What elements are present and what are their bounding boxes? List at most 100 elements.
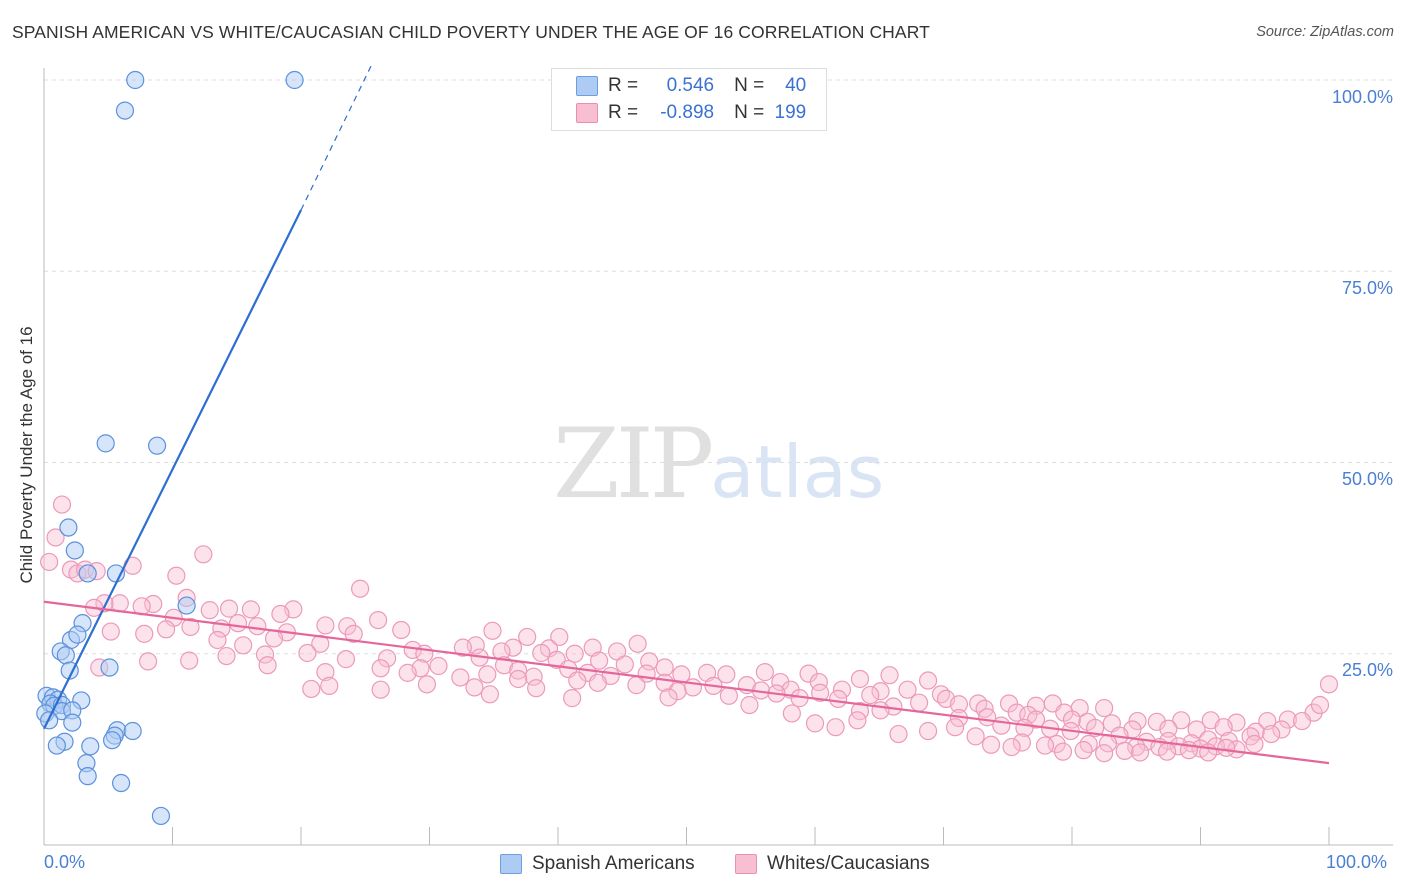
point-white-caucasian <box>1278 710 1297 729</box>
legend-swatch-blue <box>576 76 598 96</box>
point-white-caucasian <box>563 689 582 708</box>
point-white-caucasian <box>999 694 1019 713</box>
point-white-caucasian <box>351 579 370 598</box>
y-tick-label-75: 75.0% <box>1341 278 1393 298</box>
source-credit: Source: ZipAtlas.com <box>1256 24 1394 40</box>
point-white-caucasian <box>966 727 985 746</box>
point-white-caucasian <box>194 545 213 564</box>
point-white-caucasian <box>255 645 275 664</box>
point-white-caucasian <box>1217 738 1236 757</box>
legend-r-value: 0.546 <box>666 75 715 96</box>
point-white-caucasian <box>550 627 569 647</box>
point-white-caucasian <box>981 735 1001 754</box>
point-white-caucasian <box>101 622 120 641</box>
legend-row-spanish: R = 0.546 N = 40 <box>576 74 806 98</box>
bottom-legend-label-white: Whites/Caucasians <box>767 853 930 874</box>
point-white-caucasian <box>805 714 825 733</box>
point-spanish-american <box>111 773 131 793</box>
point-white-caucasian <box>369 610 388 630</box>
point-white-caucasian <box>429 656 448 676</box>
point-white-caucasian <box>992 716 1011 735</box>
point-spanish-american <box>285 70 304 90</box>
point-white-caucasian <box>46 528 65 547</box>
point-white-caucasian <box>524 667 543 686</box>
point-white-caucasian <box>144 594 163 614</box>
point-white-caucasian <box>217 646 236 666</box>
legend-n-value: 40 <box>785 75 807 96</box>
point-white-caucasian <box>568 671 587 690</box>
bottom-legend-swatch-pink <box>735 854 757 874</box>
point-white-caucasian <box>755 663 774 682</box>
bottom-legend-white: Whites/Caucasians <box>735 852 930 876</box>
point-white-caucasian <box>377 649 397 668</box>
point-spanish-american <box>103 731 122 750</box>
point-white-caucasian <box>782 704 801 723</box>
legend-swatch-pink <box>576 103 598 123</box>
point-spanish-american <box>126 70 145 90</box>
y-tick-label-100: 100.0% <box>1331 87 1393 107</box>
point-white-caucasian <box>1319 675 1339 694</box>
point-white-caucasian <box>167 566 186 585</box>
trendline-white-caucasian <box>43 600 1330 765</box>
point-white-caucasian <box>110 594 129 613</box>
point-white-caucasian <box>848 711 867 730</box>
point-white-caucasian <box>1012 733 1031 752</box>
chart-title: SPANISH AMERICAN VS WHITE/CAUCASIAN CHIL… <box>12 22 930 42</box>
x-tick-label-100: 100.0% <box>1326 852 1388 872</box>
point-white-caucasian <box>248 617 267 636</box>
point-white-caucasian <box>861 685 880 705</box>
point-white-caucasian <box>672 665 691 684</box>
point-white-caucasian <box>453 638 473 657</box>
x-tick-label-0: 0.0% <box>44 852 86 872</box>
point-spanish-american <box>78 767 97 786</box>
point-white-caucasian <box>1292 711 1312 731</box>
point-white-caucasian <box>918 671 938 690</box>
point-white-caucasian <box>1115 741 1134 761</box>
legend-n-label: N = <box>734 75 765 96</box>
y-tick-label-25: 25.0% <box>1341 660 1393 680</box>
point-white-caucasian <box>483 621 502 640</box>
point-white-caucasian <box>392 620 411 640</box>
point-white-caucasian <box>1157 742 1177 761</box>
point-spanish-american <box>151 806 171 826</box>
point-white-caucasian <box>181 617 200 637</box>
point-white-caucasian <box>234 636 253 655</box>
point-white-caucasian <box>417 675 437 694</box>
point-white-caucasian <box>1095 698 1114 718</box>
point-white-caucasian <box>271 604 290 624</box>
point-white-caucasian <box>344 624 363 643</box>
point-white-caucasian <box>918 721 938 741</box>
point-white-caucasian <box>258 656 277 675</box>
point-white-caucasian <box>320 676 339 695</box>
point-spanish-american <box>47 736 66 755</box>
point-white-caucasian <box>503 638 523 657</box>
point-white-caucasian <box>1095 744 1114 763</box>
trendline-spanish-american-extension <box>300 64 373 211</box>
point-white-caucasian <box>829 689 848 708</box>
point-white-caucasian <box>1062 710 1082 729</box>
point-spanish-american <box>115 101 135 120</box>
point-spanish-american <box>177 596 196 615</box>
point-white-caucasian <box>298 643 317 663</box>
point-white-caucasian <box>668 682 687 701</box>
point-white-caucasian <box>1074 741 1093 760</box>
point-white-caucasian <box>398 663 417 682</box>
point-white-caucasian <box>949 695 969 714</box>
point-white-caucasian <box>200 601 219 620</box>
point-white-caucasian <box>1214 718 1233 737</box>
point-white-caucasian <box>1262 724 1281 744</box>
point-white-caucasian <box>628 634 647 653</box>
point-spanish-american <box>59 518 78 537</box>
point-white-caucasian <box>565 644 584 663</box>
point-white-caucasian <box>478 665 497 684</box>
point-white-caucasian <box>241 600 260 619</box>
point-white-caucasian <box>1007 703 1026 722</box>
point-white-caucasian <box>945 718 965 737</box>
point-white-caucasian <box>302 679 321 699</box>
watermark-atlas: atlas <box>710 430 885 514</box>
point-white-caucasian <box>1053 742 1073 761</box>
point-white-caucasian <box>1035 736 1055 755</box>
point-white-caucasian <box>871 701 890 720</box>
legend-r-label: R = <box>608 102 639 123</box>
